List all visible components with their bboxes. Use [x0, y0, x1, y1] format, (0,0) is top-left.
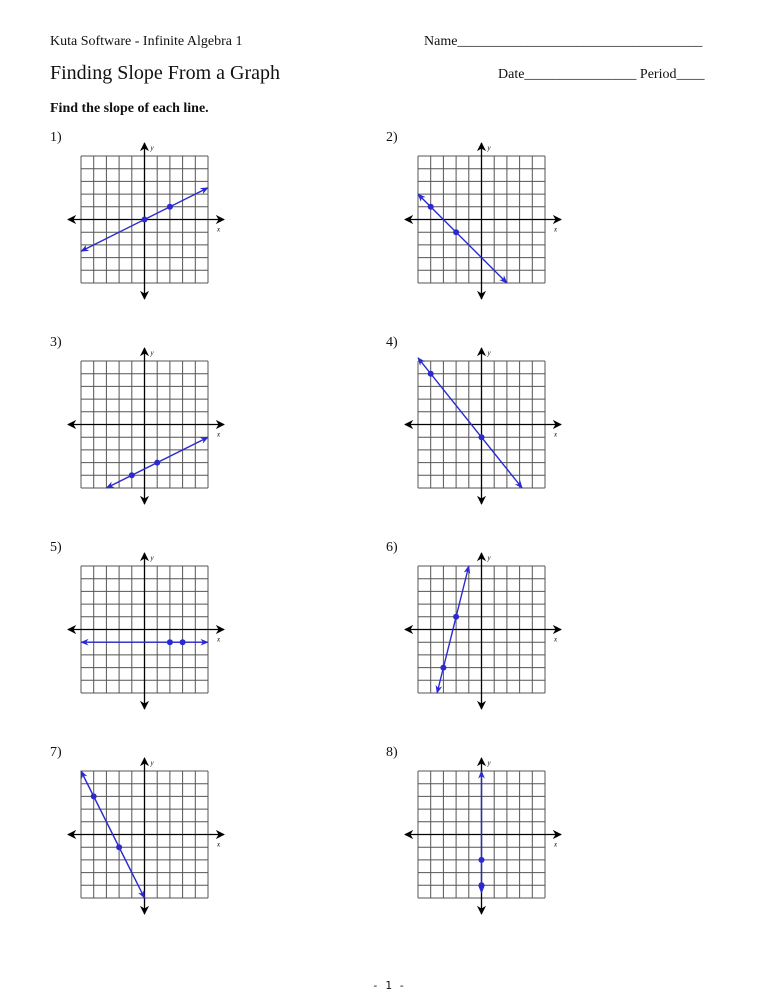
plotted-point	[427, 370, 434, 377]
graphed-line	[417, 357, 523, 489]
coordinate-graph: xy	[404, 347, 562, 505]
plotted-point	[154, 459, 161, 466]
coordinate-graph: xy	[404, 552, 562, 710]
coordinate-graph: xy	[67, 757, 225, 915]
problem-number: 8)	[386, 745, 398, 760]
y-axis-label: y	[150, 554, 155, 562]
x-axis-label: x	[553, 431, 558, 439]
coordinate-graph: xy	[404, 757, 562, 915]
worksheet-title: Finding Slope From a Graph	[50, 62, 280, 84]
name-field: Name___________________________________	[424, 34, 703, 49]
problem-number: 1)	[50, 130, 62, 145]
plotted-point	[179, 639, 186, 646]
date-period-field: Date________________ Period____	[498, 67, 705, 82]
plotted-point	[116, 844, 123, 851]
x-axis-label: x	[216, 636, 221, 644]
y-axis-label: y	[150, 144, 155, 152]
plotted-point	[453, 613, 460, 620]
y-axis-label: y	[487, 349, 492, 357]
instructions: Find the slope of each line.	[50, 101, 209, 116]
plotted-point	[128, 472, 135, 479]
coordinate-graph: xy	[67, 347, 225, 505]
y-axis-label: y	[487, 144, 492, 152]
coordinate-graph: xy	[67, 142, 225, 300]
y-axis-label: y	[487, 554, 492, 562]
problem-number: 4)	[386, 335, 398, 350]
x-axis-label: x	[553, 636, 558, 644]
plotted-point	[166, 203, 173, 210]
problem-number: 5)	[50, 540, 62, 555]
y-axis-label: y	[487, 759, 492, 767]
graphed-line	[80, 770, 146, 899]
x-axis-label: x	[553, 841, 558, 849]
x-axis-label: x	[216, 431, 221, 439]
x-axis-label: x	[553, 226, 558, 234]
plotted-point	[453, 229, 460, 236]
plotted-point	[440, 664, 447, 671]
plotted-point	[478, 434, 485, 441]
plotted-point	[141, 216, 148, 223]
plotted-point	[478, 882, 485, 889]
y-axis-label: y	[150, 349, 155, 357]
y-axis-label: y	[150, 759, 155, 767]
plotted-point	[427, 203, 434, 210]
problem-number: 3)	[50, 335, 62, 350]
coordinate-graph: xy	[67, 552, 225, 710]
coordinate-graph: xy	[404, 142, 562, 300]
problem-number: 2)	[386, 130, 398, 145]
problem-number: 7)	[50, 745, 62, 760]
graphed-line	[435, 565, 471, 694]
x-axis-label: x	[216, 226, 221, 234]
x-axis-label: x	[216, 841, 221, 849]
problem-number: 6)	[386, 540, 398, 555]
page-number: - 1 -	[372, 979, 406, 992]
plotted-point	[478, 856, 485, 863]
plotted-point	[166, 639, 173, 646]
plotted-point	[90, 793, 97, 800]
publisher-line: Kuta Software - Infinite Algebra 1	[50, 34, 243, 49]
